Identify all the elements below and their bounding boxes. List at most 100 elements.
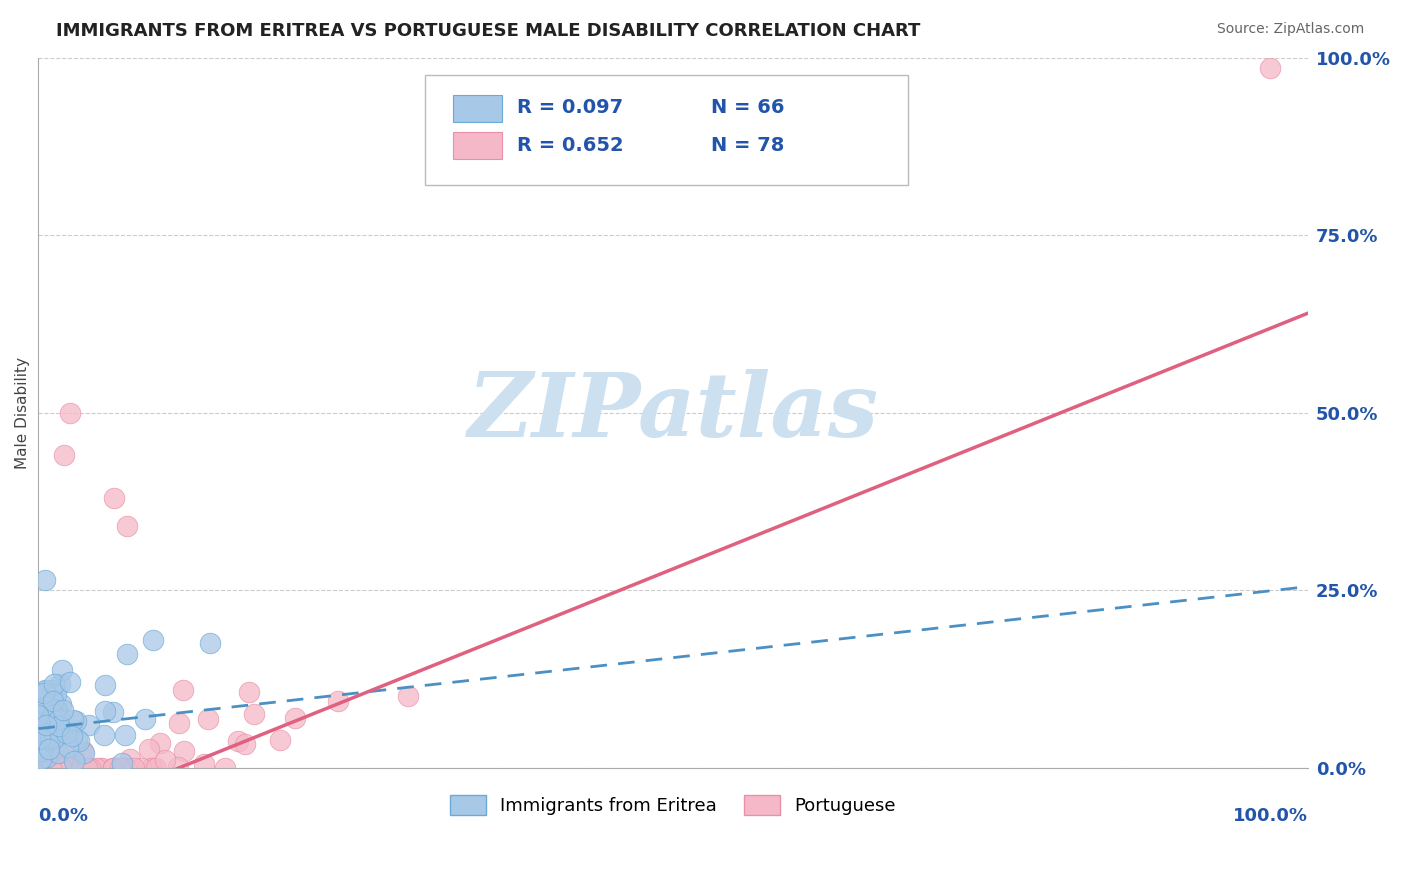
Point (67, 761, 90, 775)
Point (134, 712, 156, 726)
Point (41, 706, 63, 721)
Point (39, 721, 62, 735)
Point (115, 647, 138, 661)
Point (139, 761, 162, 775)
Point (44, 710, 66, 724)
Point (30, 761, 52, 775)
Text: ZIPatlas: ZIPatlas (468, 369, 879, 456)
Point (104, 761, 127, 775)
Point (48, 724, 70, 739)
Point (115, 519, 138, 533)
Point (155, 753, 177, 767)
Point (198, 636, 221, 650)
Point (44, 728, 66, 742)
Point (51, 761, 73, 775)
Point (32, 761, 55, 775)
Point (76, 761, 98, 775)
Point (84, 761, 107, 775)
Text: Source: ZipAtlas.com: Source: ZipAtlas.com (1216, 22, 1364, 37)
Point (77, 718, 100, 732)
Point (35, 750, 58, 764)
Point (55, 725, 77, 739)
Point (46, 729, 69, 743)
Point (396, 690, 419, 704)
Point (326, 693, 349, 707)
Point (114, 728, 136, 742)
Y-axis label: Male Disability: Male Disability (15, 357, 30, 468)
Text: R = 0.652: R = 0.652 (517, 136, 623, 154)
Point (238, 685, 260, 699)
Point (167, 760, 190, 774)
Point (101, 761, 124, 775)
Point (42, 707, 65, 722)
Point (51, 663, 73, 677)
Point (38, 741, 60, 756)
Point (52, 723, 75, 738)
Point (28, 731, 51, 746)
Point (38, 761, 60, 775)
Point (59, 756, 82, 770)
Point (111, 761, 134, 775)
Point (44, 761, 66, 775)
Point (34, 683, 56, 698)
Point (94, 704, 117, 718)
Point (46, 761, 69, 775)
Point (45, 688, 67, 702)
Point (62, 754, 84, 768)
Point (66, 761, 89, 775)
Point (34, 682, 56, 697)
Text: N = 66: N = 66 (711, 98, 785, 117)
Point (145, 761, 167, 775)
Point (115, 761, 138, 775)
Point (63, 761, 86, 775)
Point (111, 756, 134, 771)
Point (27, 707, 49, 722)
Point (30, 761, 52, 775)
Point (104, 761, 127, 775)
Point (93, 728, 115, 742)
FancyBboxPatch shape (426, 76, 908, 186)
Point (72, 744, 94, 758)
Point (77, 761, 100, 775)
Point (90, 761, 112, 775)
Point (1258, 62, 1281, 76)
Point (39, 711, 62, 725)
Point (58, 739, 80, 754)
Point (59, 674, 82, 689)
Point (65, 761, 87, 775)
Point (37, 718, 59, 732)
Bar (453, 132, 502, 159)
Point (94, 678, 117, 692)
Point (58, 725, 80, 739)
Point (58, 761, 80, 775)
Point (46, 703, 69, 717)
Point (44, 725, 66, 739)
Point (173, 744, 195, 758)
Point (172, 683, 194, 698)
Point (34, 705, 56, 719)
Point (35, 717, 58, 731)
Point (110, 761, 132, 775)
Text: R = 0.097: R = 0.097 (517, 98, 623, 117)
Point (79, 761, 101, 775)
Point (39, 731, 62, 746)
Point (41, 761, 63, 775)
Point (55, 761, 77, 775)
Point (32, 685, 55, 699)
Point (122, 761, 145, 775)
Point (44, 761, 66, 775)
Point (35, 761, 58, 775)
Point (41, 682, 63, 697)
Point (197, 712, 219, 726)
Point (59, 406, 82, 420)
Point (73, 761, 96, 775)
Point (46, 746, 69, 760)
Point (52, 448, 75, 462)
Point (226, 734, 249, 748)
Point (214, 761, 236, 775)
Point (87, 761, 110, 775)
Point (235, 737, 257, 751)
Text: 0.0%: 0.0% (38, 806, 89, 825)
Point (120, 761, 142, 775)
Point (59, 725, 82, 739)
